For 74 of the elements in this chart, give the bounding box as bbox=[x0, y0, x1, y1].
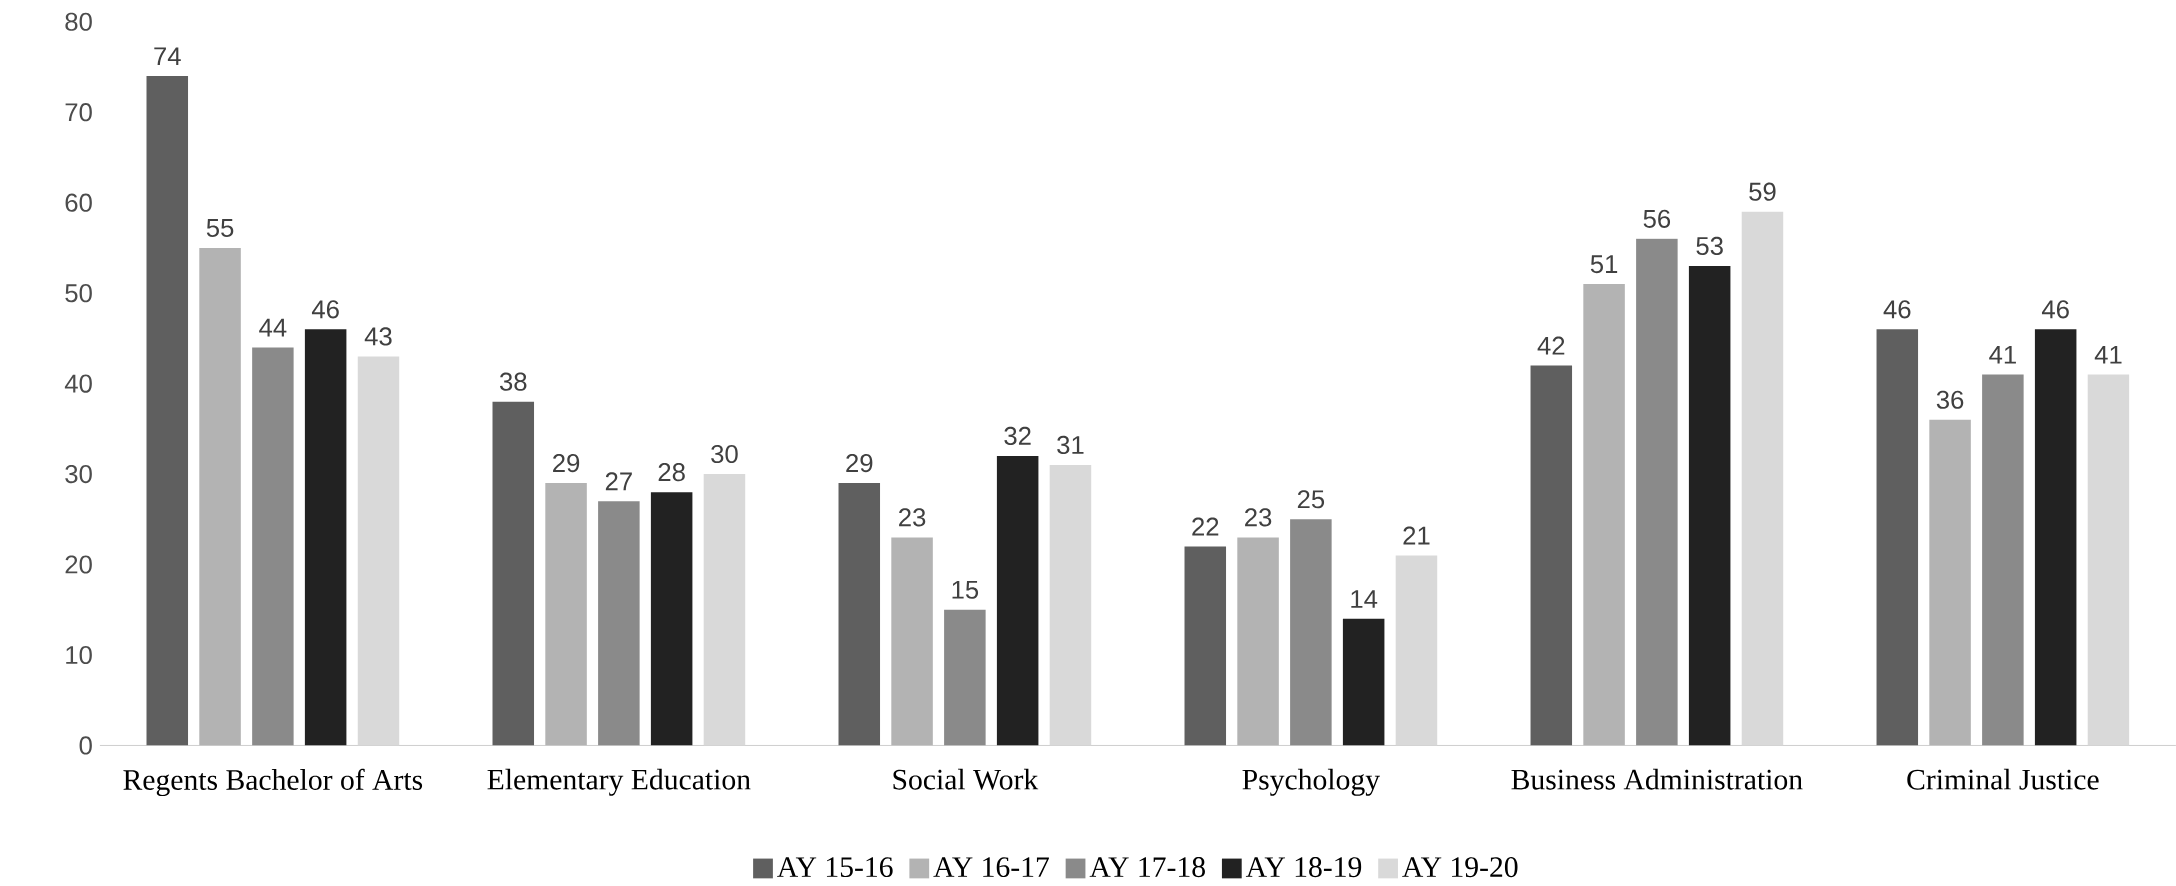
data-label: 30 bbox=[711, 445, 738, 464]
y-tick-label: 60 bbox=[65, 193, 92, 212]
x-tick-label: Criminal Justice bbox=[1907, 768, 2099, 790]
x-tick-label: Social Work bbox=[893, 768, 1039, 790]
legend-label: AY 19-20 bbox=[1402, 857, 1518, 878]
bar bbox=[944, 609, 986, 746]
x-tick-label: Elementary Education bbox=[487, 768, 751, 796]
y-tick-label: 30 bbox=[65, 465, 92, 484]
data-label: 51 bbox=[1590, 255, 1618, 274]
legend-label: AY 16-17 bbox=[933, 857, 1049, 878]
data-label: 41 bbox=[1989, 346, 2016, 364]
data-label: 28 bbox=[658, 463, 685, 482]
data-label: 42 bbox=[1537, 336, 1565, 355]
data-label: 41 bbox=[2094, 346, 2122, 364]
data-label: 29 bbox=[553, 454, 580, 473]
data-label: 53 bbox=[1696, 236, 1723, 256]
data-label: 21 bbox=[1403, 526, 1430, 545]
bar bbox=[598, 501, 640, 746]
data-label: 46 bbox=[1883, 300, 1911, 319]
data-label: 32 bbox=[1004, 426, 1031, 446]
bar bbox=[838, 483, 881, 746]
data-label: 14 bbox=[1351, 590, 1378, 608]
data-label: 22 bbox=[1192, 517, 1219, 536]
data-label: 43 bbox=[364, 327, 392, 346]
bar bbox=[1049, 465, 1092, 746]
bar bbox=[2034, 329, 2077, 746]
bar bbox=[146, 76, 189, 746]
data-label: 23 bbox=[1245, 508, 1272, 527]
x-tick-label: Business Administration bbox=[1511, 768, 1803, 790]
bar bbox=[1688, 266, 1731, 746]
data-label: 23 bbox=[899, 508, 926, 527]
data-label: 46 bbox=[311, 300, 339, 319]
data-label: 27 bbox=[605, 472, 632, 491]
bar bbox=[703, 474, 746, 746]
legend-label: AY 18-19 bbox=[1245, 857, 1362, 878]
data-label: 55 bbox=[206, 219, 234, 238]
bar bbox=[2087, 374, 2130, 746]
y-tick-label: 80 bbox=[65, 12, 92, 31]
data-label: 15 bbox=[952, 580, 979, 599]
data-label: 44 bbox=[259, 318, 287, 337]
data-label: 46 bbox=[2041, 300, 2069, 319]
data-label: 36 bbox=[1936, 390, 1964, 409]
data-label: 38 bbox=[499, 372, 527, 391]
x-tick-label: Psychology bbox=[1242, 768, 1380, 796]
data-label: 29 bbox=[846, 454, 873, 473]
bar bbox=[357, 356, 400, 746]
bar bbox=[1184, 546, 1227, 746]
bar bbox=[650, 492, 693, 746]
x-tick-label: Regents Bachelor of Arts bbox=[123, 768, 423, 797]
bar bbox=[1530, 365, 1573, 746]
y-tick-label: 20 bbox=[65, 555, 92, 574]
data-label: 74 bbox=[154, 47, 181, 66]
y-tick-label: 70 bbox=[65, 103, 92, 122]
data-label: 31 bbox=[1057, 435, 1084, 455]
legend-label: AY 15-16 bbox=[777, 857, 893, 878]
bar bbox=[1290, 519, 1332, 746]
bar bbox=[996, 456, 1039, 746]
bar bbox=[1982, 374, 2024, 746]
bar bbox=[492, 401, 535, 746]
y-tick-label: 10 bbox=[66, 645, 92, 665]
data-label: 25 bbox=[1297, 490, 1325, 509]
y-tick-label: 40 bbox=[64, 374, 92, 393]
data-label: 56 bbox=[1643, 209, 1671, 229]
bar bbox=[252, 347, 294, 746]
bar bbox=[1636, 238, 1678, 746]
bar bbox=[1741, 211, 1784, 746]
y-tick-label: 50 bbox=[65, 284, 92, 303]
bar bbox=[1342, 618, 1385, 746]
legend-label: AY 17-18 bbox=[1089, 857, 1205, 878]
bar bbox=[1395, 555, 1438, 746]
bar bbox=[304, 329, 347, 746]
bar bbox=[1876, 329, 1919, 746]
y-tick-label: 0 bbox=[79, 736, 92, 755]
data-label: 59 bbox=[1749, 182, 1776, 201]
